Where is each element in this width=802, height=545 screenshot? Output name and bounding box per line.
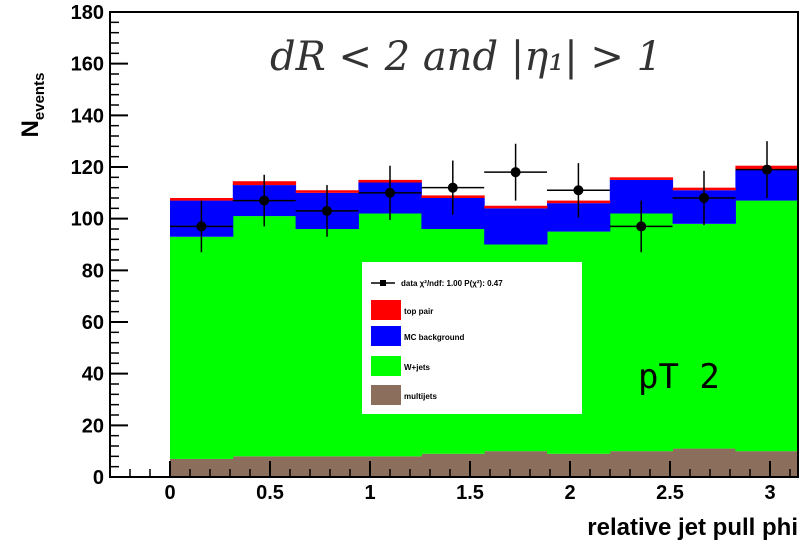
x-tick-label: 2 [564, 482, 575, 504]
legend-swatch-multijets [371, 385, 401, 405]
bar-mc-background-5 [484, 208, 548, 245]
y-tick-label: 60 [82, 312, 104, 334]
data-point [573, 185, 584, 196]
x-tick-label: 2.5 [656, 482, 684, 504]
legend-data-label: data χ²/ndf: 1.00 P(χ²): 0.47 [401, 279, 503, 288]
bar-w-jets-8 [672, 223, 736, 449]
bar-multijets-8 [672, 448, 736, 477]
bar-multijets-6 [547, 453, 611, 477]
y-tick-label: 120 [71, 157, 104, 179]
bar-w-jets-1 [232, 216, 297, 457]
bar-top-pair-5 [484, 205, 548, 209]
bar-multijets-9 [735, 451, 799, 477]
y-axis-ticks: 0 20 40 60 80 100 120 140 160 180 [71, 2, 128, 489]
data-point [385, 187, 395, 198]
legend-label-multijets: multijets [404, 392, 437, 401]
plot-border [109, 11, 799, 478]
bar-w-jets-7 [609, 213, 674, 452]
bar-multijets-0 [170, 458, 234, 477]
bar-multijets-2 [295, 456, 359, 477]
legend-data-marker [380, 280, 386, 286]
data-point [636, 221, 647, 232]
x-tick-label: 0.5 [256, 482, 284, 504]
bar-multijets-7 [609, 451, 674, 477]
bar-top-pair-0 [170, 198, 234, 201]
legend-swatch-top-pair [371, 300, 401, 320]
y-tick-label: 40 [82, 364, 104, 386]
y-tick-label: 100 [71, 209, 104, 231]
y-tick-label: 80 [82, 260, 104, 282]
plot-frame [109, 11, 799, 478]
stacked-bars [170, 165, 799, 477]
y-tick-label: 160 [71, 54, 104, 76]
y-tick-label: 180 [71, 2, 104, 24]
bar-w-jets-0 [170, 236, 234, 459]
data-point [196, 221, 207, 232]
y-tick-label: 140 [71, 105, 104, 127]
y-tick-label: 0 [93, 467, 104, 489]
data-point [762, 164, 772, 175]
bar-multijets-4 [421, 453, 485, 477]
x-axis-ticks: 0 0.5 1 1.5 2 2.5 3 [109, 461, 791, 504]
data-point [510, 167, 521, 178]
bar-multijets-1 [232, 456, 297, 477]
bar-w-jets-2 [295, 229, 359, 457]
bar-multijets-3 [358, 456, 422, 477]
x-tick-label: 1.5 [456, 482, 484, 504]
legend: data χ²/ndf: 1.00 P(χ²): 0.47 top pair M… [362, 262, 582, 414]
x-tick-label: 1 [364, 482, 375, 504]
legend-swatch-wjets [371, 356, 401, 376]
data-point [259, 195, 270, 206]
bar-top-pair-7 [609, 177, 674, 180]
legend-label-mc-background: MC background [404, 333, 465, 342]
y-axis-label: Nevents [17, 73, 48, 138]
data-point [322, 205, 332, 216]
data-point [699, 193, 709, 203]
legend-swatch-mc-background [371, 326, 401, 346]
formula-annotation: dR < 2 and |η₁| > 1 [270, 34, 662, 80]
pt-annotation: pT 2 [638, 357, 720, 397]
legend-label-top-pair: top pair [404, 307, 433, 316]
bar-multijets-5 [484, 451, 548, 477]
y-tick-label: 20 [82, 415, 104, 437]
x-axis-label: relative jet pull phi [587, 514, 798, 541]
data-points [170, 141, 799, 253]
legend-label-wjets: W+jets [404, 363, 431, 372]
x-tick-label: 0 [164, 482, 175, 504]
data-point [447, 182, 458, 193]
x-tick-label: 3 [764, 482, 775, 504]
bar-w-jets-9 [735, 200, 799, 452]
